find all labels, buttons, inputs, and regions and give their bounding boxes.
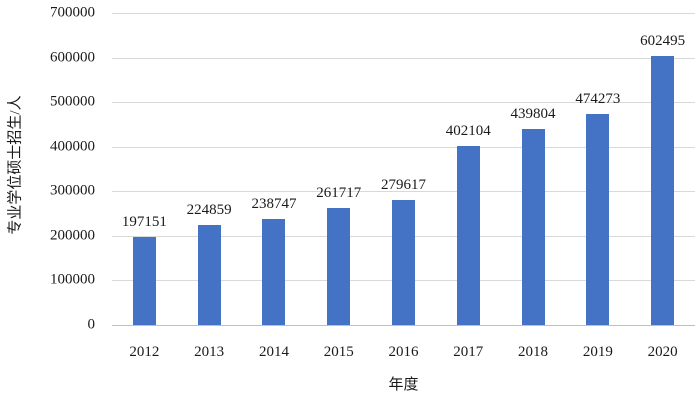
x-tick-label: 2019: [582, 344, 613, 360]
y-tick-label: 400000: [50, 138, 95, 155]
bar-2019: [586, 113, 610, 325]
x-tick-label: 2016: [388, 344, 419, 360]
y-tick-label: 100000: [50, 271, 95, 288]
gridline: [112, 191, 695, 193]
x-axis-title: 年度: [388, 377, 419, 393]
gridline: [112, 146, 695, 148]
bar-2012: [132, 237, 156, 325]
x-tick-label: 2014: [258, 344, 289, 360]
bar-value-label: 224859: [186, 201, 232, 218]
x-axis-line: [112, 325, 695, 326]
y-tick-label: 600000: [50, 49, 95, 66]
x-tick-label: 2017: [453, 344, 484, 360]
bar-value-label: 238747: [251, 195, 297, 212]
x-tick-label: 2020: [647, 344, 678, 360]
bar-2015: [327, 208, 351, 325]
bar-value-label: 602495: [640, 33, 686, 50]
x-tick-label: 2018: [518, 344, 549, 360]
bar-2016: [392, 200, 415, 325]
y-tick-label: 700000: [50, 4, 95, 21]
bar-2013: [197, 224, 221, 325]
bar-value-label: 197151: [121, 214, 167, 231]
x-tick-label: 2012: [129, 344, 160, 360]
y-tick-label: 0: [87, 316, 96, 333]
bar-value-label: 439804: [510, 105, 556, 122]
y-tick-label: 200000: [50, 227, 95, 244]
y-axis-title: 专业学位硕士招生/人: [7, 95, 24, 235]
plot-area: 197151 224859 238747 261717 279617 402104 4398…: [112, 13, 695, 326]
bar-2014: [262, 218, 286, 325]
bar-2018: [521, 128, 545, 325]
gridline: [112, 57, 695, 59]
x-tick-label: 2013: [194, 344, 225, 360]
gridline: [112, 13, 695, 14]
y-tick-label: 300000: [50, 182, 95, 199]
y-tick-label: 500000: [50, 93, 95, 110]
gridline: [112, 102, 695, 104]
bar-value-label: 261717: [316, 185, 362, 202]
x-tick-label: 2015: [323, 344, 354, 360]
bar-value-label: 402104: [445, 122, 491, 139]
bar-value-label: 474273: [575, 90, 621, 107]
bar-2017: [456, 145, 480, 325]
bar-2020: [651, 56, 675, 325]
bar-value-label: 279617: [381, 177, 426, 194]
